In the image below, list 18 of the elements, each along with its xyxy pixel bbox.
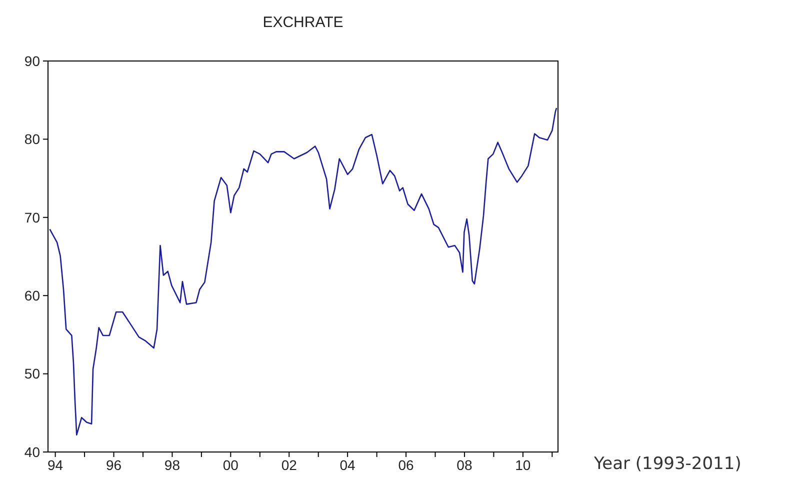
y-tick-label: 90	[24, 52, 40, 69]
x-axis-title: Year (1993-2011)	[593, 454, 742, 474]
line-series	[49, 107, 558, 436]
y-tick-label: 60	[24, 288, 40, 304]
y-tick-label: 70	[24, 209, 40, 226]
x-tick-label: 04	[340, 457, 356, 473]
x-tick-label: 10	[515, 457, 531, 473]
chart-title: EXCHRATE	[262, 14, 344, 31]
x-tick-label: 00	[222, 457, 239, 473]
x-tick-label: 02	[281, 457, 298, 473]
x-tick-label: 98	[164, 457, 180, 473]
y-tick-label: 40	[24, 444, 40, 460]
y-tick-label: 50	[24, 366, 40, 382]
x-tick-label: 96	[106, 457, 122, 473]
x-tick-label: 94	[48, 457, 64, 473]
x-tick-label: 08	[456, 457, 472, 473]
x-tick-label: 06	[398, 457, 414, 473]
y-tick-label: 80	[24, 131, 40, 148]
